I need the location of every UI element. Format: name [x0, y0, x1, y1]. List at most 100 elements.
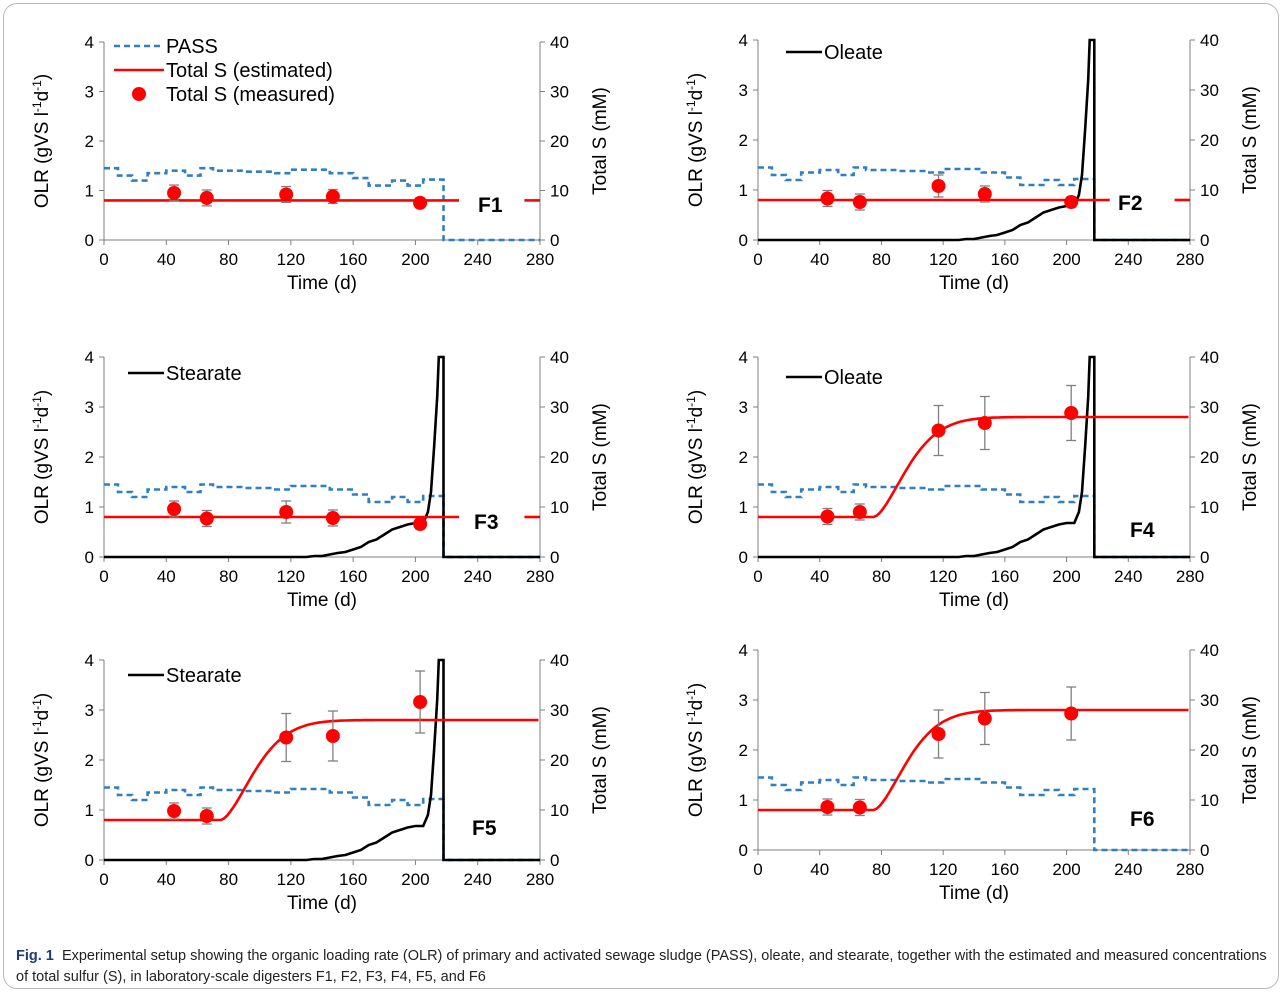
y-tick-label: 2	[739, 741, 748, 760]
series-line-oleate	[758, 38, 1190, 242]
y2-tick-label: 40	[550, 651, 569, 670]
y-tick-label: 0	[85, 548, 94, 567]
y2-axis-title: Total S (mM)	[590, 403, 611, 511]
y-tick-label: 2	[85, 132, 94, 151]
legend-label: PASS	[166, 36, 218, 58]
x-tick-label: 200	[1052, 250, 1080, 269]
y-tick-label: 0	[85, 231, 94, 250]
x-tick-label: 40	[810, 860, 829, 879]
y2-tick-label: 40	[550, 348, 569, 367]
y2-tick-label: 30	[550, 701, 569, 720]
y-tick-label: 2	[85, 751, 94, 770]
y-axis-title-part: -1	[30, 720, 44, 731]
legend-swatch-total-s-measured	[132, 87, 146, 101]
y2-tick-label: 40	[1200, 641, 1219, 660]
y-axis-title-part: )	[32, 693, 53, 699]
x-tick-label: 40	[157, 870, 176, 889]
x-tick-label: 160	[991, 250, 1019, 269]
figure-caption: Fig. 1 Experimental setup showing the or…	[16, 946, 1276, 988]
y-axis-title-part: d	[686, 700, 707, 711]
x-tick-label: 120	[929, 250, 957, 269]
y-axis-title: OLR (gVS l-1d-1)	[30, 390, 53, 524]
figure-frame	[3, 3, 1279, 989]
data-point-total-s-measured	[1064, 706, 1079, 721]
series-line-total-s-estimated	[758, 415, 1189, 519]
y-tick-label: 1	[739, 791, 748, 810]
y2-axis-title: Total S (mM)	[1240, 696, 1261, 804]
legend-label: Stearate	[166, 665, 242, 687]
x-tick-label: 80	[872, 860, 891, 879]
y-axis-title-part: d	[686, 90, 707, 101]
x-tick-label: 40	[810, 250, 829, 269]
y-axis-title: OLR (gVS l-1d-1)	[30, 74, 53, 208]
y2-tick-label: 0	[1200, 548, 1209, 567]
data-point-total-s-measured	[977, 416, 992, 430]
data-point-total-s-measured	[279, 505, 294, 519]
y-tick-label: 3	[739, 81, 748, 100]
y2-tick-label: 40	[1200, 348, 1219, 367]
data-point-total-s-measured	[820, 509, 835, 524]
legend-label: Stearate	[166, 363, 242, 385]
y-axis-title-part: d	[32, 407, 53, 418]
y-axis-title-part: -1	[684, 710, 698, 721]
y-axis-title-part: -1	[684, 689, 698, 700]
legend-label: Oleate	[824, 367, 883, 389]
y2-tick-label: 30	[550, 398, 569, 417]
x-tick-label: 0	[99, 567, 108, 586]
data-point-total-s-measured	[931, 179, 946, 193]
y2-tick-label: 30	[1200, 81, 1219, 100]
series-line-stearate	[104, 355, 540, 559]
x-tick-label: 120	[929, 860, 957, 879]
data-point-total-s-measured	[199, 511, 214, 526]
y-axis-title: OLR (gVS l-1d-1)	[684, 73, 707, 207]
y-tick-label: 0	[739, 548, 748, 567]
x-tick-label: 200	[401, 567, 429, 586]
y-axis-title-part: )	[686, 73, 707, 79]
data-point-total-s-measured	[1064, 406, 1079, 420]
x-axis-title: Time (d)	[939, 883, 1009, 904]
x-tick-label: 0	[99, 870, 108, 889]
series-line-pass	[758, 776, 1190, 852]
x-tick-label: 0	[99, 250, 108, 269]
data-point-total-s-measured	[1064, 195, 1079, 209]
data-point-total-s-measured	[931, 423, 946, 438]
x-tick-label: 40	[810, 567, 829, 586]
y-tick-label: 3	[85, 398, 94, 417]
data-point-total-s-measured	[167, 502, 182, 516]
y2-tick-label: 20	[1200, 448, 1219, 467]
y-tick-label: 4	[85, 348, 94, 367]
y-axis-title-part: -1	[30, 396, 44, 407]
x-tick-label: 240	[1114, 860, 1142, 879]
y-tick-label: 3	[85, 701, 94, 720]
y2-tick-label: 10	[550, 182, 569, 201]
y2-tick-label: 10	[1200, 498, 1219, 517]
x-tick-label: 80	[872, 250, 891, 269]
y2-tick-label: 0	[1200, 841, 1209, 860]
y-axis-title-part: d	[32, 91, 53, 102]
y-tick-label: 2	[85, 448, 94, 467]
data-point-total-s-measured	[413, 695, 428, 709]
x-tick-label: 160	[339, 567, 367, 586]
y2-tick-label: 10	[1200, 791, 1219, 810]
legend-label: Oleate	[824, 42, 883, 64]
y-axis-title-part: -1	[30, 101, 44, 112]
x-tick-label: 40	[157, 567, 176, 586]
y-tick-label: 4	[739, 348, 748, 367]
x-tick-label: 160	[991, 860, 1019, 879]
x-tick-label: 240	[464, 567, 492, 586]
y-axis-title-part: OLR (gVS l	[32, 112, 53, 208]
y2-axis-title: Total S (mM)	[590, 87, 611, 195]
axes	[99, 41, 545, 245]
data-point-total-s-measured	[852, 505, 867, 519]
y2-tick-label: 10	[550, 801, 569, 820]
data-point-total-s-measured	[167, 185, 182, 200]
x-axis-title: Time (d)	[939, 590, 1009, 611]
series-line-total-s-estimated	[104, 718, 539, 822]
y2-tick-label: 20	[1200, 741, 1219, 760]
data-point-total-s-measured	[977, 711, 992, 726]
x-tick-label: 80	[219, 870, 238, 889]
x-tick-label: 80	[219, 250, 238, 269]
x-tick-label: 280	[526, 567, 554, 586]
